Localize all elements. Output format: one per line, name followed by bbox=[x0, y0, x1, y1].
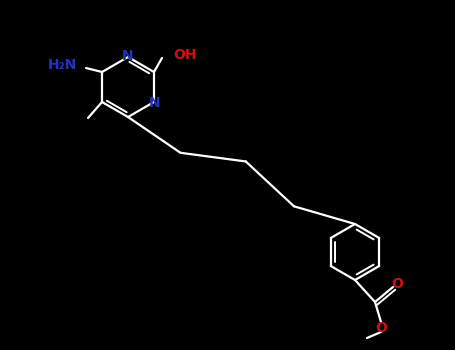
Text: N: N bbox=[122, 49, 134, 63]
Text: O: O bbox=[375, 321, 387, 335]
Text: O: O bbox=[391, 277, 403, 291]
Text: N: N bbox=[149, 96, 161, 110]
Text: OH: OH bbox=[173, 48, 197, 62]
Text: H₂N: H₂N bbox=[48, 58, 77, 72]
